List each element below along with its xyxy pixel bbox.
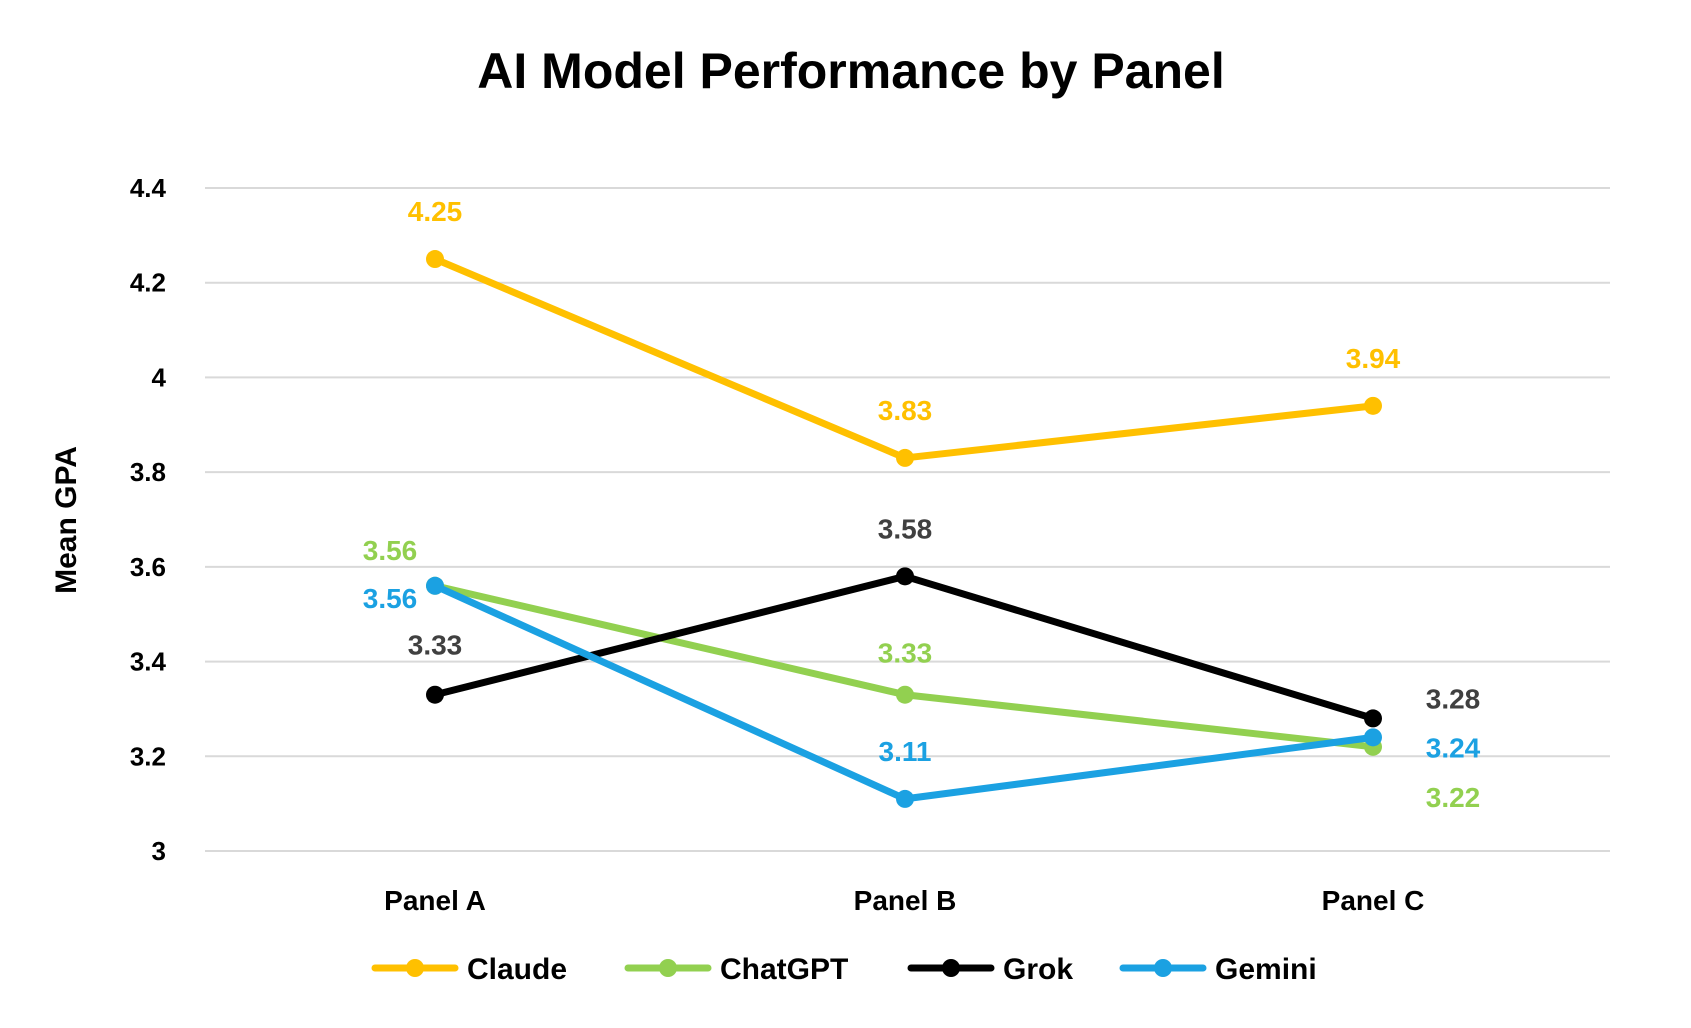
data-label-claude: 3.94 [1346, 343, 1401, 374]
series-claude [426, 250, 1382, 467]
legend-item-claude: Claude [371, 953, 567, 986]
y-tick-label: 4.4 [130, 173, 167, 203]
legend-label: Claude [467, 953, 567, 986]
data-label-chatgpt: 3.22 [1426, 782, 1481, 813]
data-point-gemini [426, 576, 444, 595]
data-label-gemini: 3.24 [1426, 732, 1481, 763]
legend: Claude ChatGPT Grok Gemini [371, 953, 1317, 986]
data-point-gemini [896, 789, 914, 808]
x-axis-ticks: Panel A Panel B Panel C [384, 885, 1424, 916]
series-line-claude [431, 255, 1377, 462]
data-label-grok: 3.58 [878, 513, 933, 544]
legend-label: Gemini [1215, 953, 1317, 986]
y-tick-label: 4.2 [130, 268, 166, 298]
data-point-chatgpt [896, 685, 914, 704]
data-labels: 4.25 3.83 3.94 3.56 3.33 3.22 3.33 3.58 3.28 3.56… [363, 196, 1481, 813]
data-point-grok [896, 567, 914, 586]
legend-item-gemini: Gemini [1119, 953, 1317, 986]
legend-label: Grok [1003, 953, 1073, 986]
data-point-gemini [1364, 728, 1382, 747]
data-label-gemini: 3.56 [363, 583, 418, 614]
data-point-grok [1364, 709, 1382, 728]
y-tick-label: 3 [152, 836, 166, 866]
chart-title: AI Model Performance by Panel [477, 43, 1224, 99]
legend-label: ChatGPT [720, 953, 848, 986]
y-tick-label: 3.4 [130, 647, 167, 677]
data-label-gemini: 3.11 [879, 736, 932, 767]
legend-item-grok: Grok [907, 953, 1073, 986]
legend-marker [659, 959, 677, 977]
data-point-claude [896, 448, 914, 467]
gridlines [205, 187, 1610, 852]
x-tick-label: Panel A [384, 885, 486, 916]
data-label-claude: 3.83 [878, 395, 933, 426]
y-axis-label: Mean GPA [50, 446, 83, 594]
y-tick-label: 3.6 [130, 552, 166, 582]
y-tick-label: 3.8 [130, 457, 166, 487]
legend-marker [942, 959, 960, 977]
data-label-claude: 4.25 [408, 196, 463, 227]
legend-marker [406, 959, 424, 977]
y-axis-ticks: 3 3.2 3.4 3.6 3.8 4 4.2 4.4 [130, 173, 167, 866]
series-lines [426, 250, 1382, 808]
data-point-claude [426, 250, 444, 269]
data-point-grok [426, 685, 444, 704]
data-label-chatgpt: 3.33 [878, 638, 933, 669]
legend-marker [1154, 959, 1172, 977]
legend-item-chatgpt: ChatGPT [624, 953, 848, 986]
x-tick-label: Panel C [1322, 885, 1425, 916]
data-label-chatgpt: 3.56 [363, 535, 418, 566]
y-tick-label: 3.2 [130, 741, 166, 771]
data-point-claude [1364, 396, 1382, 415]
series-gemini [426, 576, 1382, 808]
data-label-grok: 3.33 [408, 630, 463, 661]
data-label-grok: 3.28 [1426, 683, 1481, 714]
y-tick-label: 4 [152, 362, 167, 392]
x-tick-label: Panel B [854, 885, 957, 916]
